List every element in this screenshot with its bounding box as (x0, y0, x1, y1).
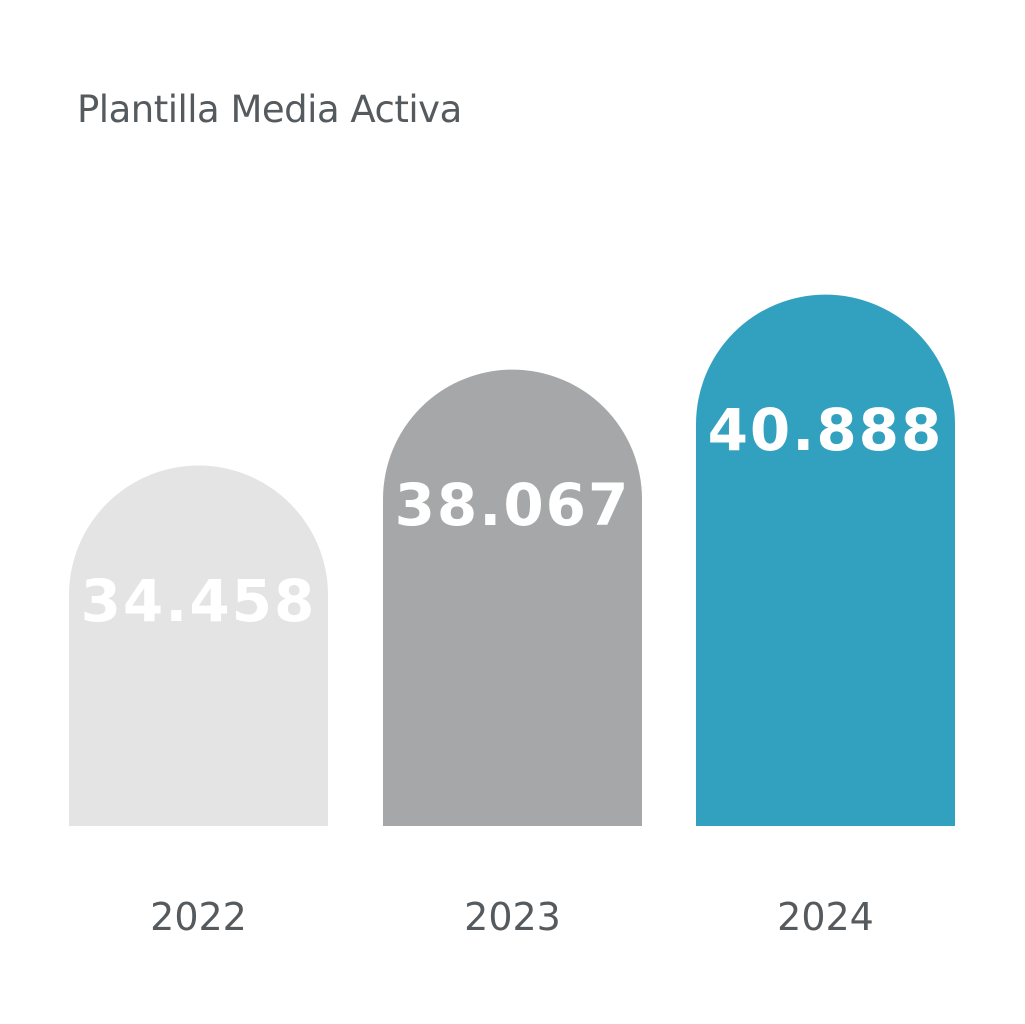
category-label-2022: 2022 (150, 895, 247, 939)
category-label-2024: 2024 (777, 895, 874, 939)
value-label-2022: 34.458 (81, 567, 317, 635)
value-label-2023: 38.067 (395, 471, 631, 539)
category-label-2023: 2023 (464, 895, 561, 939)
bar-2024 (696, 294, 955, 826)
bar-2023 (383, 369, 642, 826)
value-label-2024: 40.888 (708, 396, 944, 464)
bar-2022 (69, 465, 328, 826)
chart-title: Plantilla Media Activa (77, 88, 462, 131)
